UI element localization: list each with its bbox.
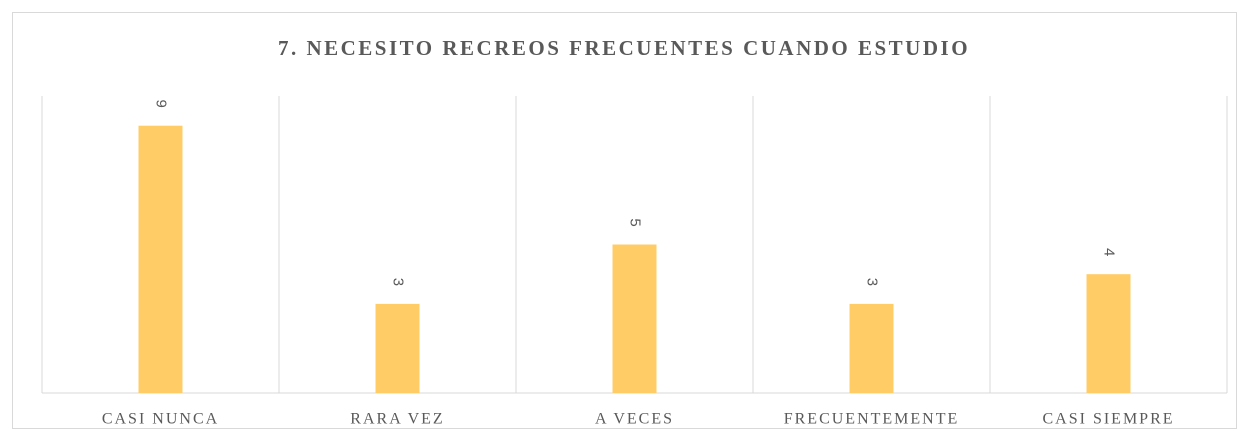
x-tick-label: FRECUENTEMENTE <box>784 411 960 428</box>
bar <box>849 303 894 393</box>
x-tick-label: A VECES <box>595 411 674 428</box>
data-label: 9 <box>153 100 170 108</box>
data-label: 5 <box>627 218 644 226</box>
bar <box>375 303 420 393</box>
bar <box>138 125 183 393</box>
x-tick-label: CASI SIEMPRE <box>1042 411 1174 428</box>
data-label: 3 <box>390 278 407 286</box>
x-tick-label: CASI NUNCA <box>102 411 219 428</box>
data-label: 3 <box>864 278 881 286</box>
data-label: 4 <box>1101 248 1118 256</box>
chart-title: 7. NECESITO RECREOS FRECUENTES CUANDO ES… <box>278 36 970 60</box>
bar <box>1086 274 1131 393</box>
x-tick-label: RARA VEZ <box>350 411 444 428</box>
bar <box>612 244 657 393</box>
